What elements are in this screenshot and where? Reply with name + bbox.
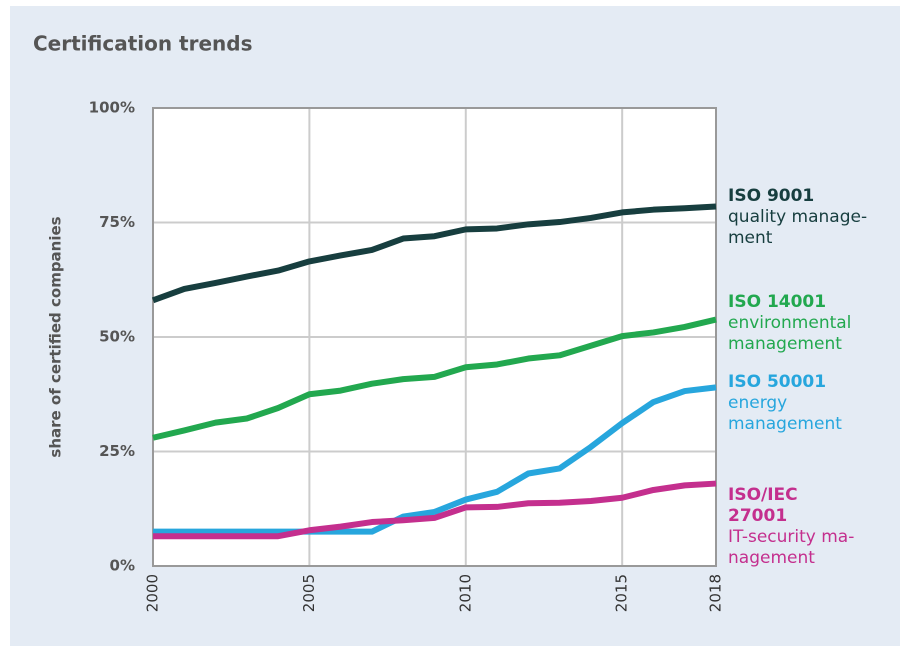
legend-name: ISO 9001 — [728, 186, 815, 206]
legend-description: IT-security ma- — [728, 527, 855, 547]
y-tick-label: 75% — [99, 213, 135, 231]
legend-description: ment — [728, 228, 773, 248]
y-tick-label: 25% — [99, 442, 135, 460]
y-tick-label: 100% — [89, 99, 135, 117]
y-tick-label: 0% — [110, 557, 135, 575]
legend-description: management — [728, 334, 842, 354]
plot-border — [152, 107, 717, 567]
y-axis-label: share of certified companies — [47, 216, 65, 457]
series-line — [153, 384, 717, 535]
legend-description: quality manage- — [728, 207, 868, 227]
series-line — [153, 480, 717, 540]
x-tick-label: 2010 — [456, 574, 474, 612]
legend-name: ISO 14001 — [728, 292, 827, 312]
legend-description: environmental — [728, 313, 852, 333]
y-tick-label: 50% — [99, 328, 135, 346]
legend-description: energy — [728, 393, 788, 413]
chart-title: Certification trends — [33, 32, 253, 56]
legend-description: management — [728, 414, 842, 434]
legend-name: ISO/IEC 27001 — [728, 485, 798, 526]
legend-name: ISO 50001 — [728, 372, 827, 392]
x-tick-label: 2015 — [613, 574, 631, 612]
x-tick-label: 2005 — [300, 574, 318, 612]
series-line — [152, 316, 717, 441]
legend-description: nagement — [728, 548, 815, 568]
series-line — [151, 203, 717, 304]
x-tick-label: 2018 — [707, 574, 725, 612]
x-tick-label: 2000 — [144, 574, 162, 612]
